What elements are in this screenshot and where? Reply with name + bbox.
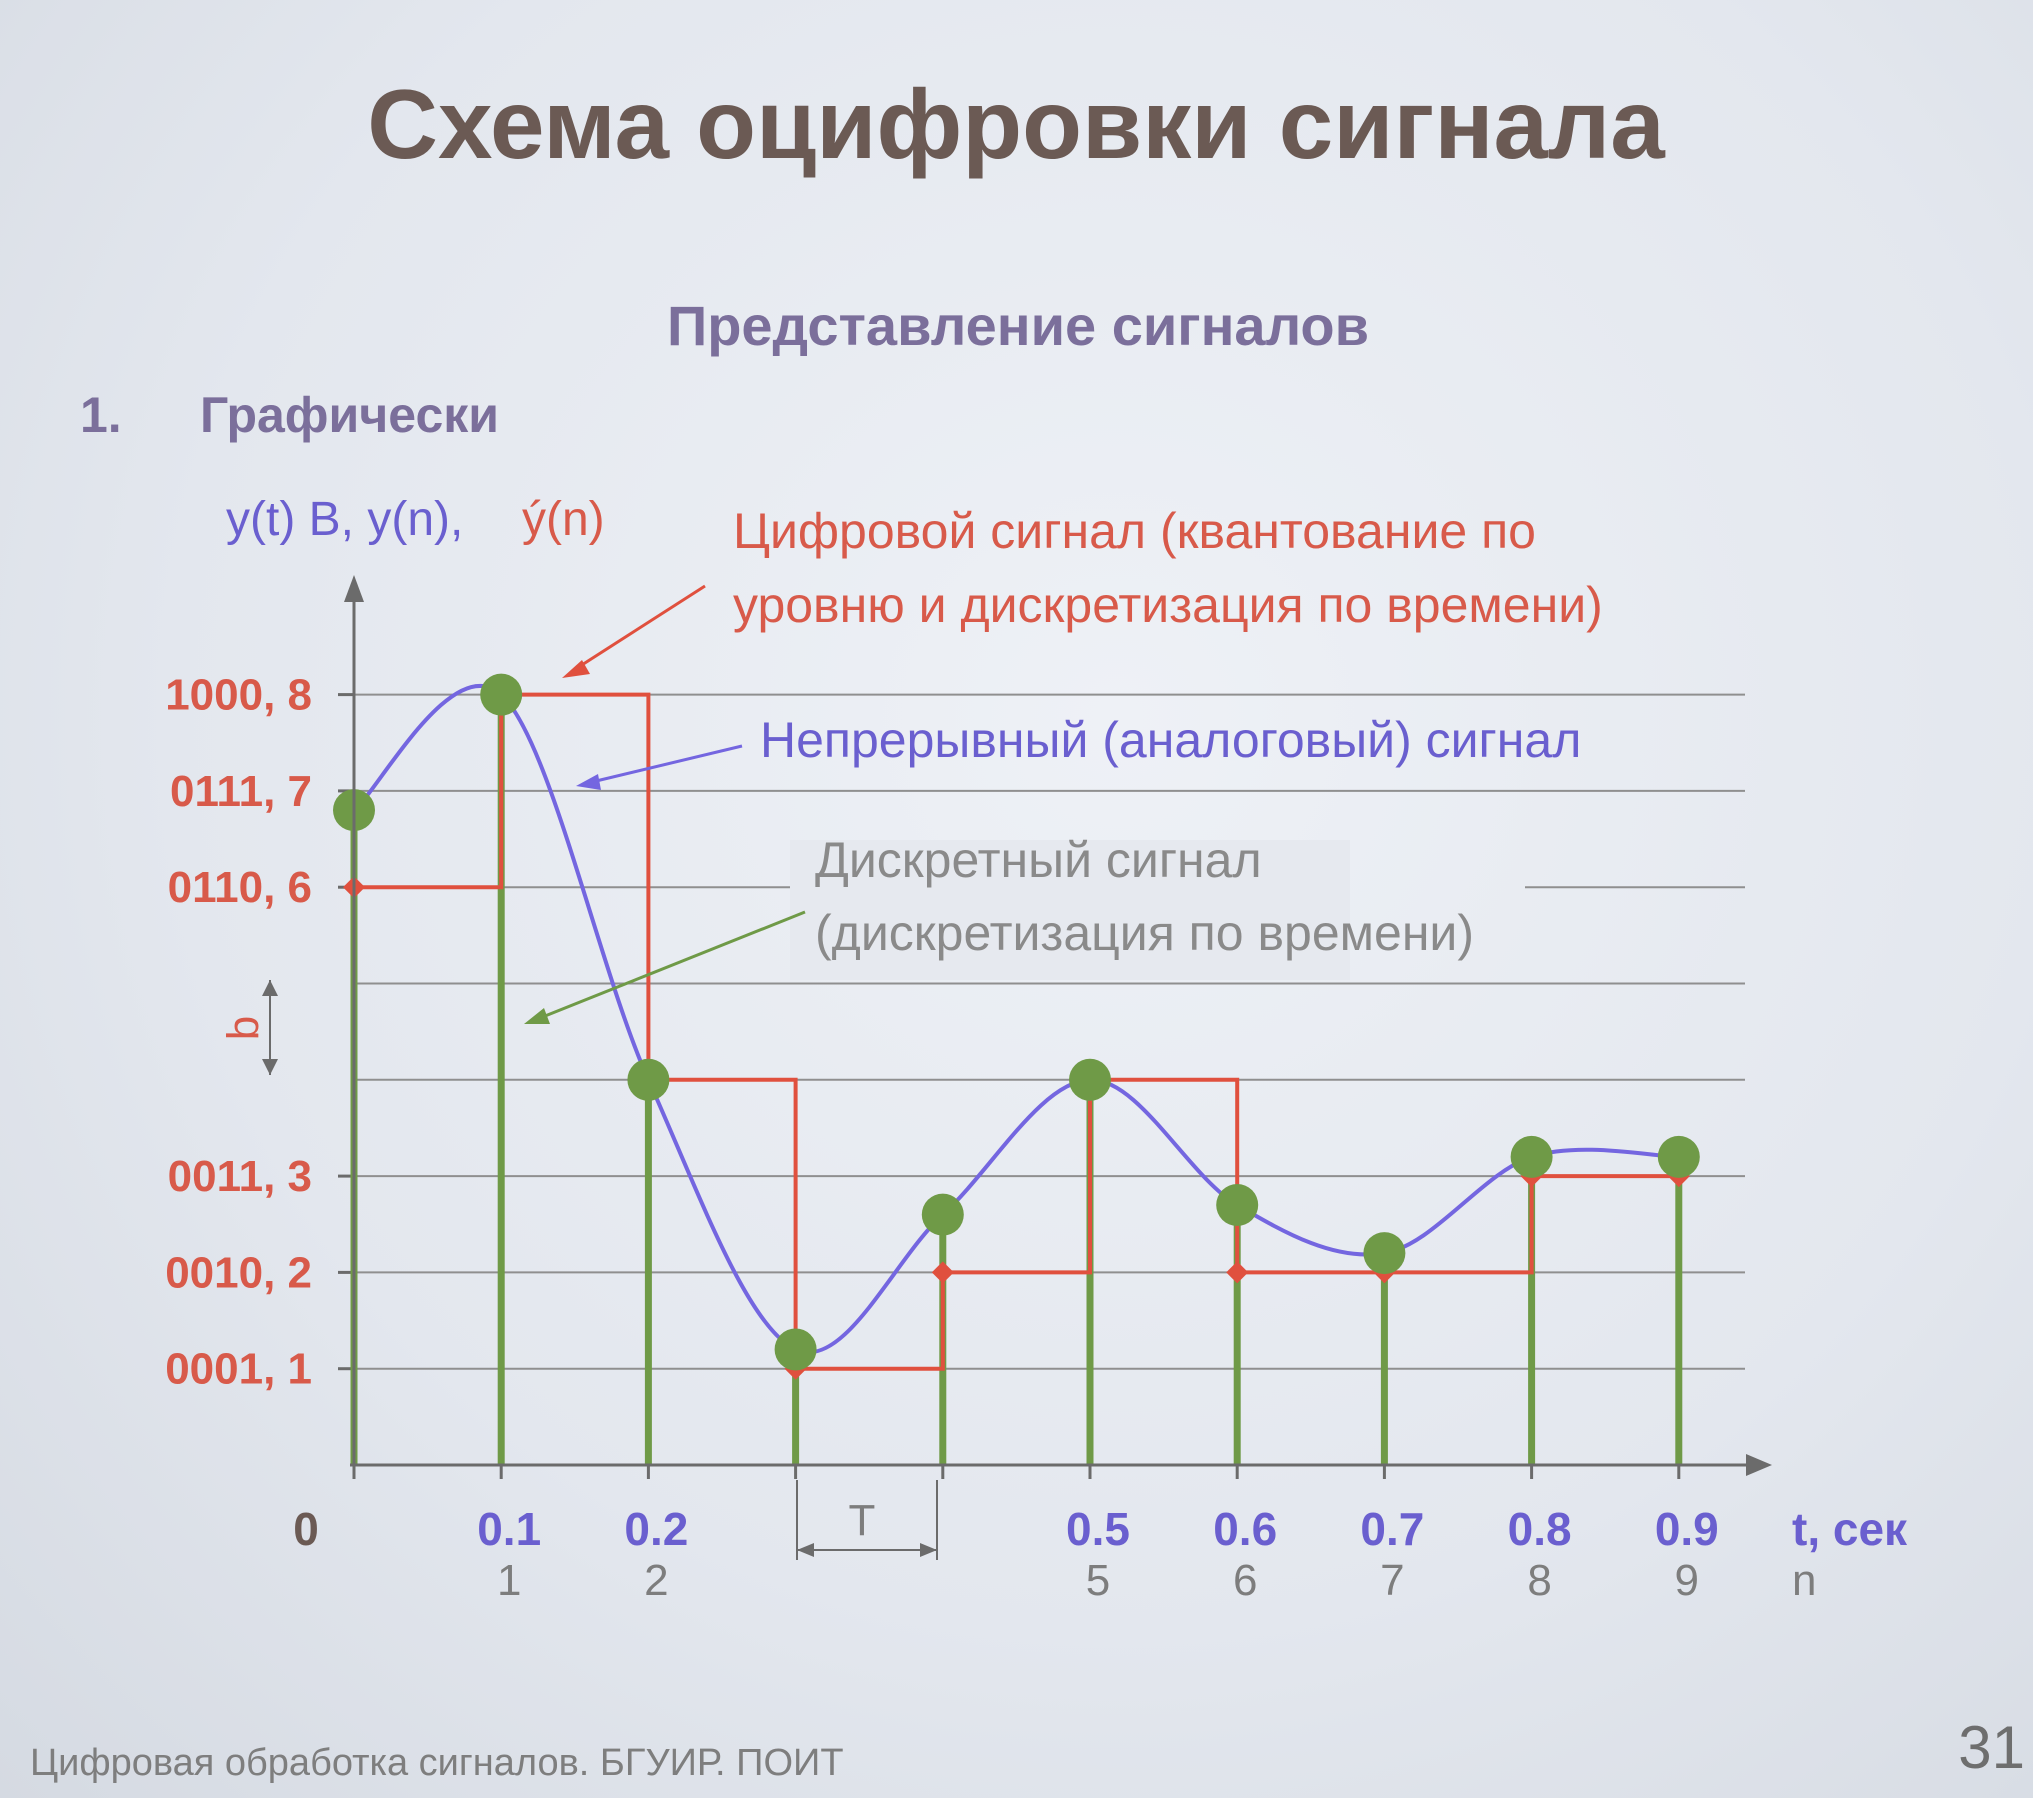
annotation-arrows (524, 584, 806, 1024)
x-tick-index-label: 5 (1086, 1556, 1110, 1605)
y-axis-arrow-icon (344, 575, 364, 602)
sample-point (1363, 1232, 1406, 1275)
x-tick-index-label: 9 (1675, 1556, 1699, 1605)
y-tick-label: 0111, 7 (170, 767, 312, 816)
sample-points (333, 673, 1700, 1371)
sample-point (1216, 1183, 1259, 1226)
slide-title: Схема оцифровки сигнала (367, 69, 1666, 179)
analog-pointer-arrow-icon (576, 774, 601, 790)
y-tick-label: 0010, 2 (165, 1248, 312, 1297)
q-step-marker: q (225, 980, 278, 1075)
q-label: q (225, 1016, 274, 1040)
grid-lines (354, 693, 1745, 1370)
x-tick-time-label: 0.8 (1508, 1503, 1572, 1555)
q-bottom-arrow-icon (262, 1059, 278, 1075)
x-axis-arrow-icon (1746, 1454, 1772, 1476)
x-tick-time-label: 0.9 (1655, 1503, 1719, 1555)
page-number: 31 (1958, 1714, 2025, 1781)
x-tick-index-label: 7 (1380, 1556, 1404, 1605)
sample-point (921, 1193, 964, 1236)
sample-point (1510, 1135, 1553, 1178)
period-marker: T (796, 1480, 938, 1560)
x-tick-time-label: 0.7 (1360, 1503, 1424, 1555)
digital-annotation-line1: Цифровой сигнал (квантование по (733, 503, 1536, 559)
analog-pointer-line (591, 744, 743, 784)
x-origin-label: 0 (293, 1503, 319, 1555)
annotation-backdrop (790, 840, 1350, 980)
x-tick-time-label: 0.2 (624, 1503, 688, 1555)
x-tick-time-label: 0.5 (1066, 1503, 1130, 1555)
x-tick-labels: 0.11 0.22 0.55 0.66 0.77 0.88 0.99 (352, 1465, 1719, 1605)
quantized-point (931, 1261, 954, 1284)
discrete-pointer-line (539, 910, 806, 1020)
period-label: T (849, 1496, 876, 1545)
analog-annotation: Непрерывный (аналоговый) сигнал (760, 712, 1581, 768)
x-tick-time-label: 0.6 (1213, 1503, 1277, 1555)
section-number: 1. (80, 387, 122, 443)
sample-point (1069, 1058, 1111, 1101)
analog-signal (352, 683, 1679, 1355)
x-tick-index-label: 2 (644, 1556, 668, 1605)
footer-text: Цифровая обработка сигналов. БГУИР. ПОИТ (30, 1742, 844, 1784)
axes (344, 575, 1772, 1476)
discrete-annotation-line2: (дискретизация по времени) (815, 905, 1474, 961)
quantized-point (1226, 1261, 1249, 1284)
y-tick-label: 0011, 3 (168, 1152, 312, 1201)
discrete-annotation-line1: Дискретный сигнал (815, 832, 1262, 888)
sample-point (1657, 1135, 1700, 1178)
sample-point (774, 1328, 817, 1371)
slide-subtitle: Представление сигналов (667, 294, 1369, 357)
y-axis-label-quantized: ý(n) (522, 493, 605, 546)
x-tick-index-label: 1 (497, 1556, 521, 1605)
period-right-arrow-icon (920, 1543, 937, 1557)
sample-point (627, 1058, 670, 1101)
y-tick-labels: 1000, 8 0111, 7 0110, 6 0011, 3 0010, 2 0001,… (165, 671, 354, 1394)
y-tick-label: 0001, 1 (165, 1345, 312, 1394)
x-tick-index-label: 8 (1527, 1556, 1551, 1605)
x-axis-time-label: t, сек (1792, 1503, 1908, 1555)
discrete-pointer-arrow-icon (524, 1008, 550, 1024)
y-axis-label: y(t) B, y(n), (226, 493, 463, 546)
section-label: Графически (200, 387, 499, 443)
digital-pointer-line (573, 584, 706, 672)
y-tick-label: 0110, 6 (168, 863, 312, 912)
x-tick-time-label: 0.1 (477, 1503, 541, 1555)
y-tick-label: 1000, 8 (165, 671, 312, 720)
digital-annotation-line2: уровню и дискретизация по времени) (733, 577, 1603, 633)
digital-pointer-arrow-icon (562, 660, 590, 678)
q-top-arrow-icon (262, 980, 278, 996)
digital-signal (343, 683, 1690, 1380)
period-left-arrow-icon (797, 1543, 814, 1557)
analog-curve (352, 683, 1679, 1355)
x-axis-index-label: n (1792, 1556, 1816, 1605)
sample-point (480, 673, 523, 716)
x-tick-index-label: 6 (1233, 1556, 1257, 1605)
